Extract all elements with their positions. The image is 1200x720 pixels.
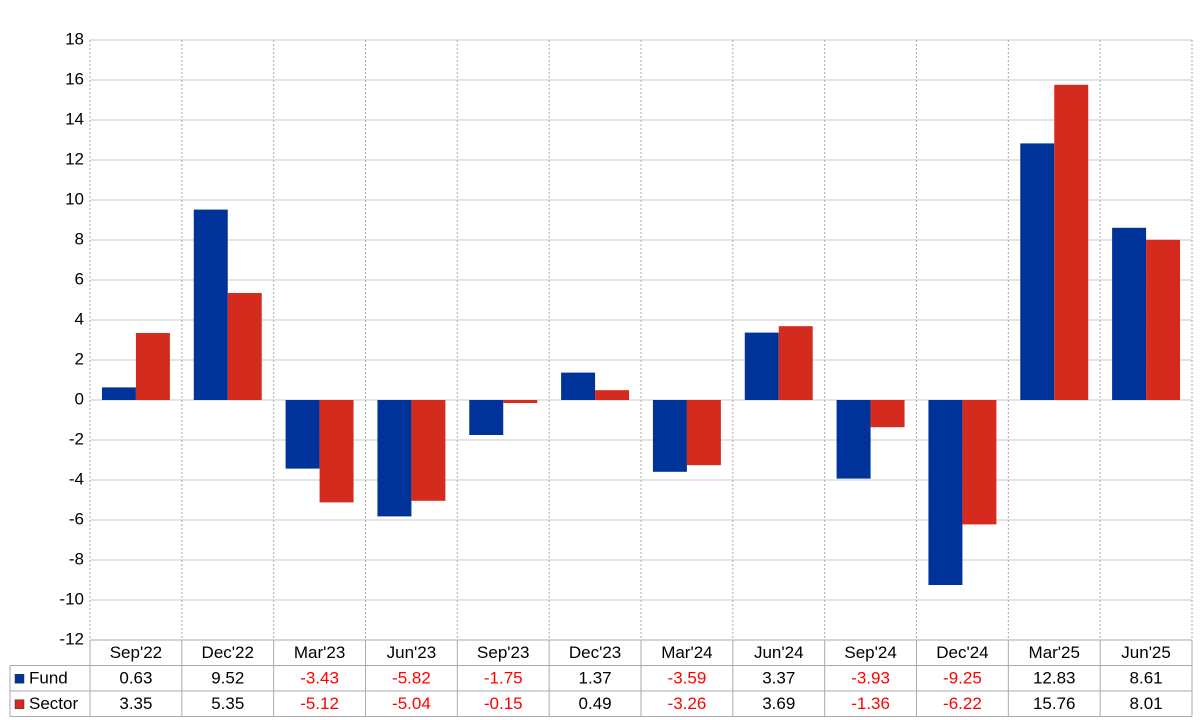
- bar: [561, 372, 596, 400]
- bar: [652, 400, 687, 472]
- table-value: -3.43: [300, 669, 339, 688]
- x-tick-label: Mar'24: [661, 643, 712, 662]
- table-value: 5.35: [211, 694, 244, 713]
- bar: [411, 400, 446, 501]
- bar: [503, 400, 538, 403]
- y-tick-label: 18: [65, 29, 84, 48]
- bar: [1020, 143, 1055, 400]
- bar: [870, 400, 905, 428]
- x-tick-label: Mar'25: [1029, 643, 1080, 662]
- table-value: 3.37: [762, 669, 795, 688]
- legend-label: Fund: [29, 669, 68, 688]
- bar: [377, 400, 412, 517]
- table-value: -1.75: [484, 669, 523, 688]
- table-value: 0.63: [119, 669, 152, 688]
- y-tick-label: 8: [75, 229, 84, 248]
- table-value: 9.52: [211, 669, 244, 688]
- x-tick-label: Jun'23: [387, 643, 437, 662]
- bar: [778, 326, 813, 400]
- table-value: -3.59: [668, 669, 707, 688]
- legend-label: Sector: [29, 694, 78, 713]
- y-tick-label: 2: [75, 349, 84, 368]
- y-tick-label: -12: [59, 629, 84, 648]
- x-tick-label: Dec'23: [569, 643, 621, 662]
- bar: [836, 400, 871, 479]
- x-tick-label: Jun'24: [754, 643, 804, 662]
- table-value: 3.69: [762, 694, 795, 713]
- table-value: -3.93: [851, 669, 890, 688]
- y-tick-label: 0: [75, 389, 84, 408]
- table-value: -1.36: [851, 694, 890, 713]
- bar: [744, 332, 779, 400]
- x-tick-label: Jun'25: [1121, 643, 1171, 662]
- table-value: -0.15: [484, 694, 523, 713]
- y-tick-label: 14: [65, 109, 84, 128]
- y-tick-label: -4: [69, 469, 84, 488]
- bar: [193, 209, 228, 400]
- bar: [962, 400, 997, 525]
- bar: [319, 400, 354, 503]
- bar: [1146, 239, 1181, 400]
- table-value: 12.83: [1033, 669, 1076, 688]
- table-value: 8.61: [1130, 669, 1163, 688]
- y-tick-label: 6: [75, 269, 84, 288]
- y-tick-label: 12: [65, 149, 84, 168]
- table-value: -5.12: [300, 694, 339, 713]
- bar: [101, 387, 136, 400]
- bar: [595, 390, 630, 400]
- y-tick-label: -2: [69, 429, 84, 448]
- table-value: 3.35: [119, 694, 152, 713]
- y-tick-label: 4: [75, 309, 84, 328]
- table-value: -6.22: [943, 694, 982, 713]
- x-tick-label: Sep'24: [844, 643, 896, 662]
- bar: [285, 400, 320, 469]
- y-tick-label: 16: [65, 69, 84, 88]
- table-value: -9.25: [943, 669, 982, 688]
- table-value: -3.26: [668, 694, 707, 713]
- x-tick-label: Dec'22: [202, 643, 254, 662]
- table-value: -5.04: [392, 694, 431, 713]
- legend-swatch: [14, 699, 25, 709]
- y-tick-label: -10: [59, 589, 84, 608]
- table-value: 15.76: [1033, 694, 1076, 713]
- y-tick-label: 10: [65, 189, 84, 208]
- bar: [928, 400, 963, 585]
- bar: [1112, 227, 1147, 400]
- bar: [469, 400, 504, 435]
- x-tick-label: Sep'22: [110, 643, 162, 662]
- x-tick-label: Dec'24: [936, 643, 988, 662]
- table-value: 0.49: [579, 694, 612, 713]
- bar: [686, 400, 721, 466]
- y-tick-label: -6: [69, 509, 84, 528]
- bar: [1054, 84, 1089, 401]
- table-value: 8.01: [1130, 694, 1163, 713]
- legend-swatch: [14, 674, 25, 684]
- table-value: -5.82: [392, 669, 431, 688]
- y-tick-label: -8: [69, 549, 84, 568]
- bar: [135, 333, 170, 400]
- table-value: 1.37: [579, 669, 612, 688]
- x-tick-label: Mar'23: [294, 643, 345, 662]
- bar: [227, 293, 262, 400]
- x-tick-label: Sep'23: [477, 643, 529, 662]
